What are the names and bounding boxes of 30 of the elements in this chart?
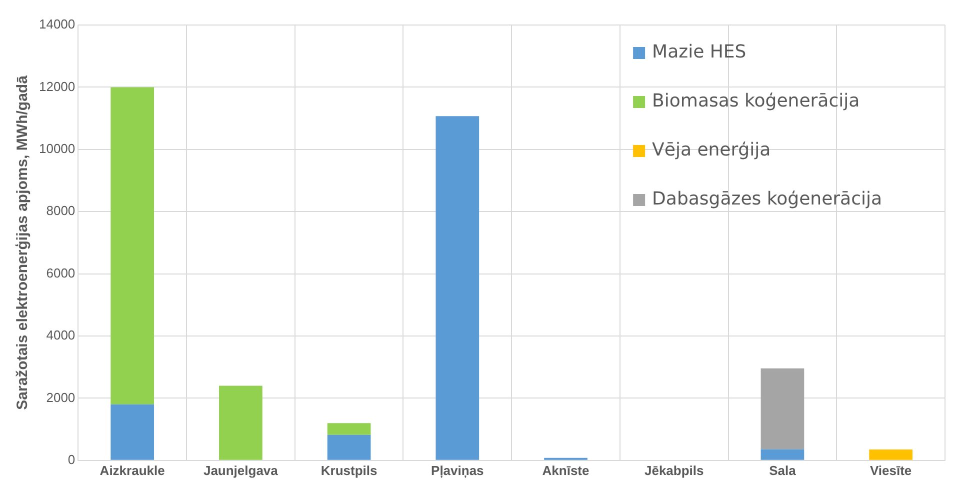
x-tick-label: Jaunjelgava — [203, 462, 279, 478]
y-tick-label: 4000 — [46, 328, 76, 343]
bar — [110, 87, 154, 404]
x-tick-label: Jēkabpils — [644, 462, 704, 478]
y-tick-label: 0 — [68, 452, 76, 467]
y-tick-label: 6000 — [46, 265, 76, 280]
x-tick-label: Aizkraukle — [100, 462, 165, 478]
bar — [869, 450, 912, 460]
legend-label: Mazie HES — [652, 42, 746, 63]
bar — [436, 116, 480, 460]
x-tick-label: Viesīte — [870, 462, 912, 478]
legend-label: Biomasas koģenerācija — [652, 90, 860, 112]
bar — [327, 434, 371, 460]
bar — [110, 404, 154, 460]
legend-label: Dabasgāzes koģenerācija — [652, 188, 882, 210]
bar — [760, 368, 804, 450]
x-tick-label: Sala — [769, 462, 797, 478]
x-tick-label: Aknīste — [542, 462, 590, 478]
y-tick-label: 8000 — [46, 203, 76, 218]
legend-label: Vēja enerģija — [652, 140, 771, 161]
bar — [219, 386, 262, 460]
y-tick-label: 12000 — [38, 78, 76, 94]
bar — [760, 449, 804, 460]
y-tick-label: 10000 — [38, 140, 76, 156]
bar — [327, 423, 371, 435]
y-tick-label: 14000 — [38, 16, 76, 32]
y-tick-label: 2000 — [46, 390, 76, 405]
y-axis-title: Saražotais elektroenerģijas apjoms, MWh/gadā — [14, 74, 32, 410]
x-tick-label: Pļaviņas — [431, 462, 484, 478]
x-tick-label: Krustpils — [320, 462, 378, 478]
